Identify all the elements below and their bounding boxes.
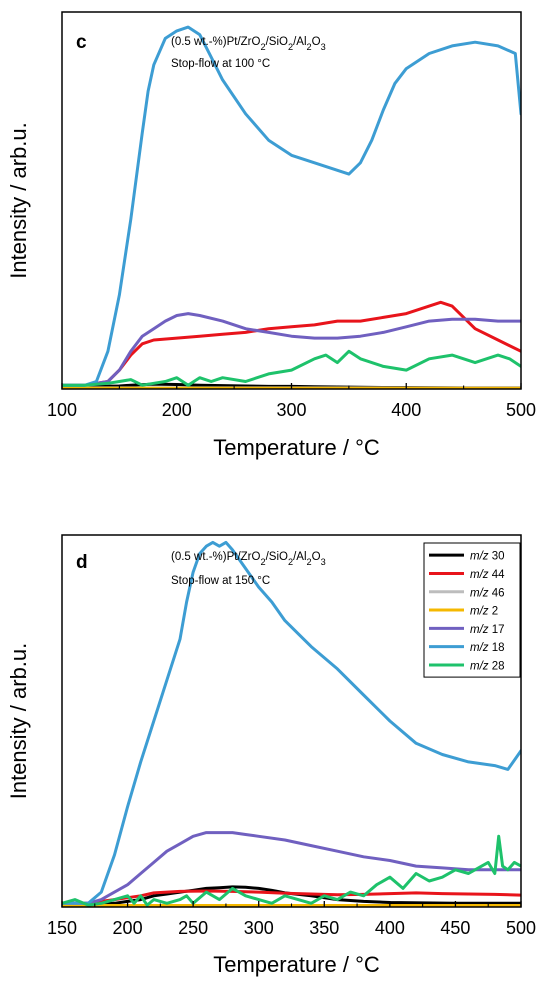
panel-label: d <box>76 552 88 573</box>
legend-entry-label: m/z 2 <box>470 606 498 618</box>
legend-entry-label: m/z 28 <box>470 660 505 672</box>
series-line-mz-17 <box>62 831 521 905</box>
legend-entry-label: m/z 30 <box>470 551 505 563</box>
x-tick-label: 500 <box>506 918 536 938</box>
catalyst-annotation: (0.5 wt.-%)Pt/ZrO2/SiO2/Al2O3 <box>171 551 326 567</box>
legend-entry-label: m/z 18 <box>470 642 505 654</box>
series-line-mz-18 <box>62 25 521 387</box>
legend-entry-label: m/z 17 <box>470 624 505 636</box>
y-axis-title: Intensity / arb.u. <box>6 643 31 800</box>
x-tick-label: 150 <box>47 918 77 938</box>
x-tick-label: 400 <box>391 400 421 420</box>
plot-area <box>62 25 521 389</box>
plot-frame <box>61 11 522 390</box>
catalyst-annotation: (0.5 wt.-%)Pt/ZrO2/SiO2/Al2O3 <box>171 36 326 52</box>
x-tick-label: 300 <box>276 400 306 420</box>
x-tick-label: 100 <box>47 400 77 420</box>
series-line-mz-44 <box>62 300 521 387</box>
series-line-mz-30 <box>62 885 521 907</box>
x-tick-label: 200 <box>162 400 192 420</box>
series-line-mz-28 <box>62 834 521 907</box>
chart-panel-d: 150 200 250 300 350 400 450 500 Temperature / °C… <box>6 534 536 977</box>
condition-annotation: Stop-flow at 150 °C <box>171 575 270 587</box>
x-tick-label: 250 <box>178 918 208 938</box>
x-tick-label: 350 <box>309 918 339 938</box>
x-tick-label: 450 <box>440 918 470 938</box>
x-tick-label: 300 <box>244 918 274 938</box>
x-tick-label: 400 <box>375 918 405 938</box>
series-line-mz-28 <box>62 349 521 387</box>
x-tick-label: 200 <box>113 918 143 938</box>
y-axis-title: Intensity / arb.u. <box>6 122 31 279</box>
panel-label: c <box>76 32 87 53</box>
legend-entry-label: m/z 46 <box>470 587 505 599</box>
x-axis-title: Temperature / °C <box>213 435 380 460</box>
x-tick-label: 500 <box>506 400 536 420</box>
condition-annotation: Stop-flow at 100 °C <box>171 58 270 70</box>
x-axis-title: Temperature / °C <box>213 952 380 977</box>
legend-entry-label: m/z 44 <box>470 569 505 581</box>
series-line-mz-17 <box>62 312 521 387</box>
chart-panel-c: 100 200 300 400 500 Temperature / °C Intensity… <box>6 11 536 460</box>
legend: m/z 30 m/z 44 m/z 46 m/z 2 m/z 17 m/z 18 m/z 2… <box>423 542 521 678</box>
series-line-mz-18 <box>62 540 521 905</box>
